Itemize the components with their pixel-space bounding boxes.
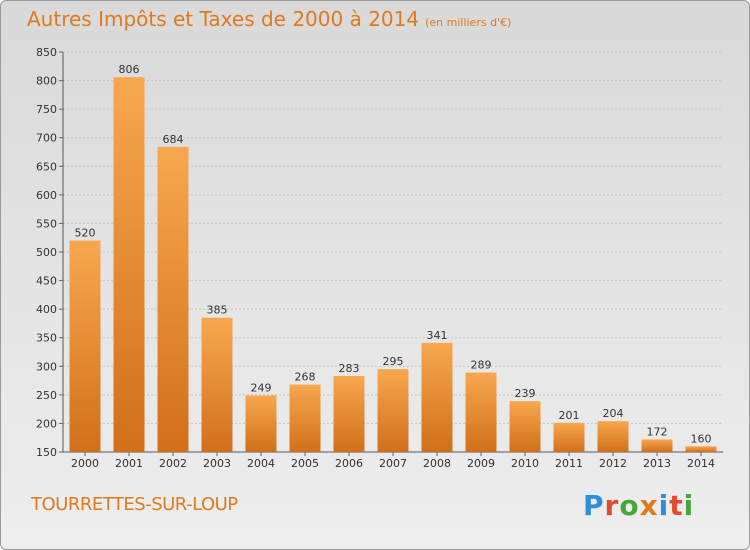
data-label-2006: 283 xyxy=(339,362,360,375)
x-tick-label-2012: 2012 xyxy=(599,457,627,470)
logo-letter: t xyxy=(669,489,683,522)
y-tick-label-250: 250 xyxy=(36,389,57,402)
data-label-2009: 289 xyxy=(471,359,492,372)
x-tick-label-2008: 2008 xyxy=(423,457,451,470)
bar-2012 xyxy=(598,421,629,452)
y-tick-label-600: 600 xyxy=(36,189,57,202)
data-label-2003: 385 xyxy=(207,304,228,317)
y-tick-label-700: 700 xyxy=(36,132,57,145)
data-label-2011: 201 xyxy=(559,409,580,422)
y-tick-label-400: 400 xyxy=(36,303,57,316)
x-tick-label-2003: 2003 xyxy=(203,457,231,470)
logo-letter: i xyxy=(659,489,670,522)
y-tick-label-750: 750 xyxy=(36,103,57,116)
bar-2000 xyxy=(70,241,101,452)
y-tick-label-500: 500 xyxy=(36,246,57,259)
data-label-2013: 172 xyxy=(647,425,668,438)
x-tick-label-2001: 2001 xyxy=(115,457,143,470)
x-tick-label-2006: 2006 xyxy=(335,457,363,470)
bar-2014 xyxy=(686,446,717,452)
y-tick-label-800: 800 xyxy=(36,75,57,88)
x-tick-label-2007: 2007 xyxy=(379,457,407,470)
data-label-2005: 268 xyxy=(295,371,316,384)
data-label-2004: 249 xyxy=(251,381,272,394)
data-label-2008: 341 xyxy=(427,329,448,342)
y-tick-label-350: 350 xyxy=(36,332,57,345)
bar-2006 xyxy=(334,376,365,452)
data-label-2014: 160 xyxy=(691,432,712,445)
proxiti-logo: Proxiti xyxy=(583,489,694,522)
logo-letter: x xyxy=(640,489,659,522)
data-label-2010: 239 xyxy=(515,387,536,400)
data-label-2012: 204 xyxy=(603,407,624,420)
data-label-2007: 295 xyxy=(383,355,404,368)
y-tick-label-450: 450 xyxy=(36,275,57,288)
x-tick-label-2010: 2010 xyxy=(511,457,539,470)
x-tick-label-2013: 2013 xyxy=(643,457,671,470)
x-tick-label-2000: 2000 xyxy=(71,457,99,470)
y-tick-label-650: 650 xyxy=(36,160,57,173)
logo-letter: P xyxy=(583,489,605,522)
bar-2001 xyxy=(114,77,145,452)
y-tick-label-850: 850 xyxy=(36,46,57,59)
data-label-2001: 806 xyxy=(119,63,140,76)
x-tick-labels: 2000 2001 2002 2003 2004 2005 2006 2007 2008 2009… xyxy=(71,452,715,470)
bar-2005 xyxy=(290,385,321,452)
x-tick-label-2002: 2002 xyxy=(159,457,187,470)
bar-2002 xyxy=(158,147,189,452)
bar-2003 xyxy=(202,318,233,452)
x-tick-label-2014: 2014 xyxy=(687,457,715,470)
y-tick-label-300: 300 xyxy=(36,360,57,373)
town-name: TOURRETTES-SUR-LOUP xyxy=(31,494,238,515)
logo-letter: i xyxy=(684,489,695,522)
x-tick-label-2011: 2011 xyxy=(555,457,583,470)
chart-frame: Autres Impôts et Taxes de 2000 à 2014 (en… xyxy=(0,0,750,550)
x-tick-label-2005: 2005 xyxy=(291,457,319,470)
logo-letter: o xyxy=(619,489,639,522)
data-label-2000: 520 xyxy=(75,227,96,240)
y-tick-labels: 150 200 250 300 350 400 450 500 550 600 650 700 750 8… xyxy=(36,46,57,459)
bar-chart: 520 806 684 385 249 268 283 295 341 289 239 201 204 1… xyxy=(1,1,750,550)
y-tick-label-550: 550 xyxy=(36,217,57,230)
logo-letter: r xyxy=(605,489,620,522)
bar-2010 xyxy=(510,401,541,452)
data-label-2002: 684 xyxy=(163,133,184,146)
bar-2008 xyxy=(422,343,453,452)
bar-2007 xyxy=(378,369,409,452)
x-tick-label-2004: 2004 xyxy=(247,457,275,470)
y-tick-label-200: 200 xyxy=(36,417,57,430)
bar-2004 xyxy=(246,395,277,452)
bar-2011 xyxy=(554,423,585,452)
bar-2009 xyxy=(466,373,497,452)
x-tick-label-2009: 2009 xyxy=(467,457,495,470)
y-tick-label-150: 150 xyxy=(36,446,57,459)
bar-2013 xyxy=(642,439,673,452)
